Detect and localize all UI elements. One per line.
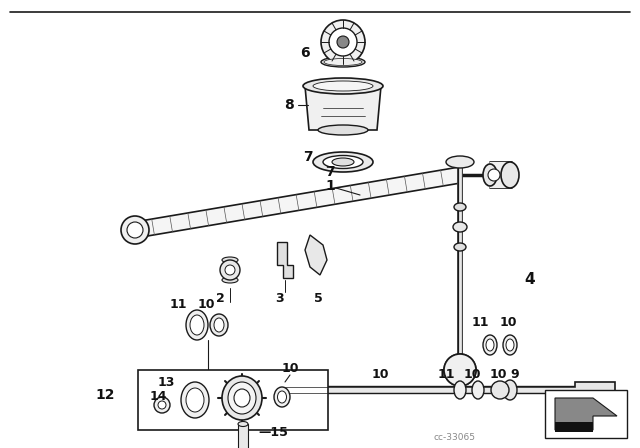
Ellipse shape xyxy=(234,389,250,407)
Text: 11: 11 xyxy=(471,315,489,328)
Circle shape xyxy=(154,397,170,413)
Circle shape xyxy=(158,401,166,409)
Ellipse shape xyxy=(454,381,466,399)
Ellipse shape xyxy=(303,78,383,94)
Text: 9: 9 xyxy=(511,367,519,380)
Polygon shape xyxy=(575,382,615,410)
Ellipse shape xyxy=(214,318,224,332)
Circle shape xyxy=(321,20,365,64)
Text: 12: 12 xyxy=(95,388,115,402)
Ellipse shape xyxy=(278,391,287,403)
Ellipse shape xyxy=(238,422,248,426)
Text: 13: 13 xyxy=(158,376,175,389)
Circle shape xyxy=(220,260,240,280)
Text: 3: 3 xyxy=(276,292,284,305)
Ellipse shape xyxy=(483,335,497,355)
Ellipse shape xyxy=(453,222,467,232)
Ellipse shape xyxy=(313,152,373,172)
Text: 10: 10 xyxy=(281,362,299,375)
Circle shape xyxy=(225,265,235,275)
Ellipse shape xyxy=(321,57,365,67)
Polygon shape xyxy=(305,86,381,130)
Text: 10: 10 xyxy=(489,367,507,380)
Ellipse shape xyxy=(186,310,208,340)
Ellipse shape xyxy=(186,388,204,412)
Ellipse shape xyxy=(222,277,238,283)
Bar xyxy=(238,424,248,448)
Bar xyxy=(545,390,627,438)
Circle shape xyxy=(491,381,509,399)
Ellipse shape xyxy=(313,81,373,91)
Ellipse shape xyxy=(181,382,209,418)
Ellipse shape xyxy=(274,387,290,407)
Circle shape xyxy=(488,169,500,181)
Ellipse shape xyxy=(228,382,256,414)
Ellipse shape xyxy=(190,315,204,335)
Bar xyxy=(490,162,512,188)
Ellipse shape xyxy=(222,257,238,263)
Text: 11: 11 xyxy=(437,367,455,380)
Ellipse shape xyxy=(454,243,466,251)
Text: 14: 14 xyxy=(150,390,168,403)
Ellipse shape xyxy=(210,314,228,336)
Ellipse shape xyxy=(446,156,474,168)
Text: cc-33065: cc-33065 xyxy=(434,434,476,443)
Circle shape xyxy=(337,36,349,48)
Text: —15: —15 xyxy=(258,426,288,439)
Polygon shape xyxy=(555,398,617,430)
Ellipse shape xyxy=(483,164,497,186)
Text: 4: 4 xyxy=(525,272,535,288)
Circle shape xyxy=(444,354,476,386)
Text: 10: 10 xyxy=(499,315,516,328)
Ellipse shape xyxy=(486,339,494,351)
Text: 7: 7 xyxy=(303,150,313,164)
Ellipse shape xyxy=(324,59,362,65)
Ellipse shape xyxy=(503,335,517,355)
Circle shape xyxy=(329,28,357,56)
Ellipse shape xyxy=(501,162,519,188)
Text: 10: 10 xyxy=(197,298,215,311)
Bar xyxy=(138,370,328,430)
Text: 2: 2 xyxy=(216,292,225,305)
Circle shape xyxy=(121,216,149,244)
Ellipse shape xyxy=(472,381,484,399)
Text: 10: 10 xyxy=(371,367,388,380)
Ellipse shape xyxy=(323,155,363,168)
Polygon shape xyxy=(277,242,293,278)
Circle shape xyxy=(127,222,143,238)
Text: 7: 7 xyxy=(325,165,335,179)
Text: 5: 5 xyxy=(314,292,323,305)
Ellipse shape xyxy=(503,380,517,400)
Ellipse shape xyxy=(318,125,368,135)
Ellipse shape xyxy=(222,376,262,420)
Bar xyxy=(555,422,593,432)
Text: 8: 8 xyxy=(284,98,294,112)
Text: 6: 6 xyxy=(300,46,310,60)
Polygon shape xyxy=(134,167,461,238)
Polygon shape xyxy=(305,235,327,275)
Text: 1: 1 xyxy=(325,179,335,193)
Ellipse shape xyxy=(454,203,466,211)
Ellipse shape xyxy=(332,158,354,166)
Text: 10: 10 xyxy=(463,367,481,380)
Text: 11: 11 xyxy=(169,298,187,311)
Circle shape xyxy=(444,354,476,386)
Ellipse shape xyxy=(506,339,514,351)
